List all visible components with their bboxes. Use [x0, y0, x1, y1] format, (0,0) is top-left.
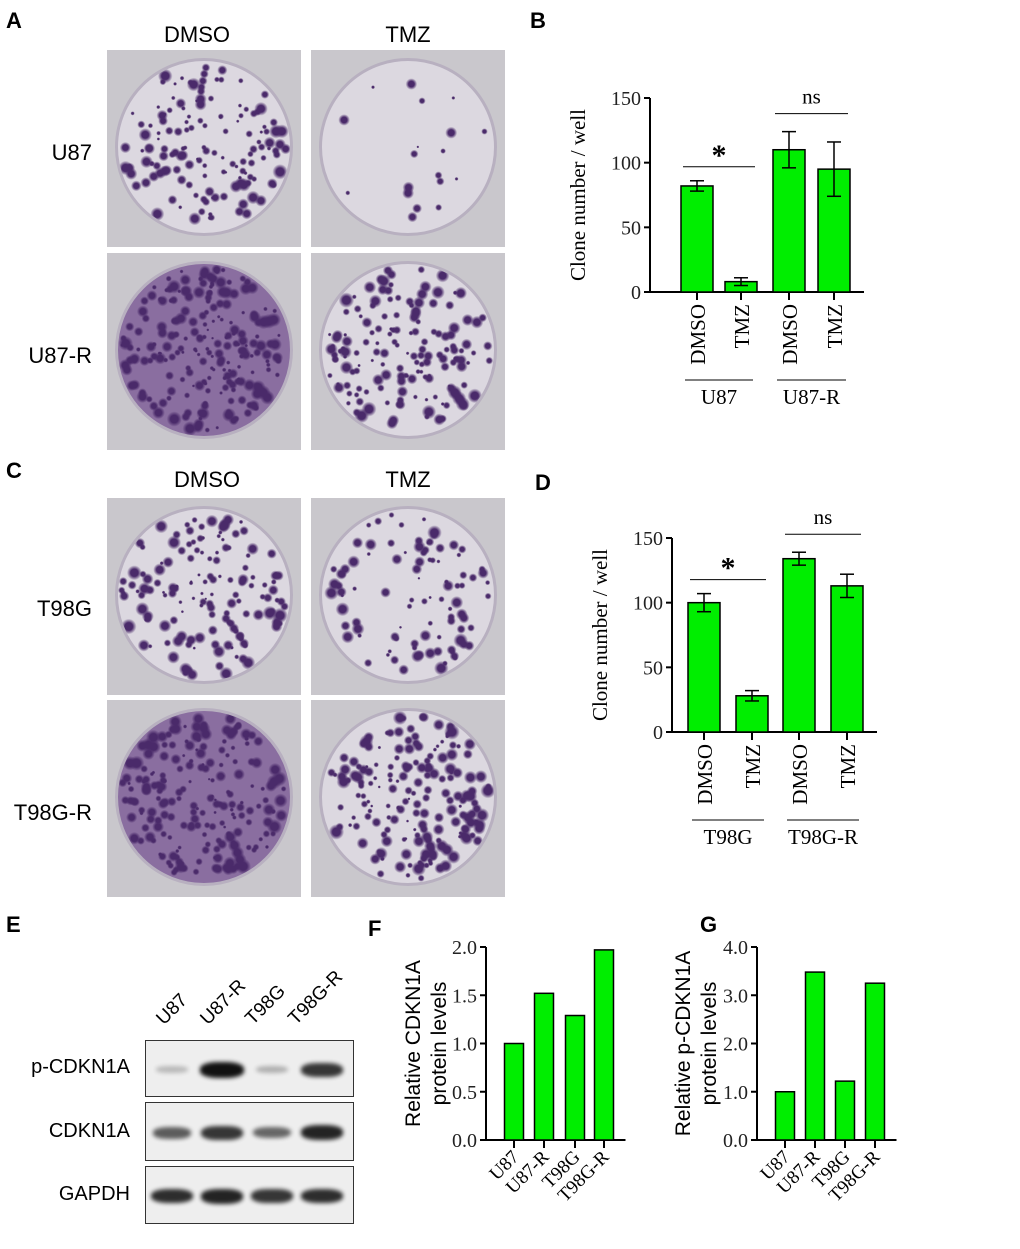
y-tick-label: 100: [611, 153, 641, 175]
y-tick-label: 0: [653, 722, 663, 744]
col-label-dmso: DMSO: [174, 467, 240, 492]
y-tick-label: 0: [631, 282, 641, 304]
panel-label-e: E: [6, 912, 21, 937]
colony-plate: [107, 700, 301, 897]
blot-row-label: CDKN1A: [48, 1120, 130, 1142]
col-label-dmso: DMSO: [164, 22, 230, 47]
y-tick-label: 4.0: [723, 937, 748, 959]
y-tick-label: 150: [611, 88, 641, 110]
bar: [503, 1042, 525, 1141]
significance-label: ns: [814, 505, 833, 529]
bar: [774, 1091, 796, 1141]
bar: [804, 971, 826, 1141]
bar: [772, 148, 806, 293]
colony-plate: [311, 498, 505, 695]
colony-plate: [107, 498, 301, 695]
bar: [782, 557, 816, 733]
y-tick-label: 2.0: [452, 937, 477, 959]
significance-label: ns: [802, 85, 821, 109]
colony-plate: [107, 253, 301, 450]
y-tick-label: 0.0: [723, 1130, 748, 1152]
y-axis-label: Relative CDKN1A: [402, 960, 425, 1127]
x-tick-label: DMSO: [686, 304, 710, 365]
row-label-t98g-r: T98G-R: [13, 800, 92, 825]
blot-strip: [145, 1102, 354, 1161]
y-tick-label: 1.5: [452, 985, 477, 1007]
y-tick-label: 150: [633, 528, 663, 550]
y-axis-label: Relative p-CDKN1A: [672, 951, 695, 1137]
x-tick-label: TMZ: [823, 304, 847, 348]
blot-row-label: GAPDH: [58, 1183, 130, 1205]
x-tick-label: TMZ: [741, 744, 765, 788]
blot-band: [253, 1126, 291, 1139]
bar: [864, 982, 886, 1141]
blot-band: [156, 1066, 188, 1073]
blot-band: [251, 1189, 293, 1203]
panel-label-c: C: [6, 458, 22, 483]
bar: [830, 585, 864, 733]
y-tick-label: 0.0: [452, 1130, 477, 1152]
row-label-u87-r: U87-R: [28, 343, 92, 368]
x-tick-label: DMSO: [788, 744, 812, 805]
significance-label: *: [721, 552, 736, 585]
y-tick-label: 1.0: [723, 1082, 748, 1104]
blot-row-label: p-CDKN1A: [31, 1056, 130, 1078]
blot-band: [200, 1061, 244, 1078]
colony-plate: [311, 50, 505, 247]
row-label-u87: U87: [51, 140, 92, 165]
y-tick-label: 50: [621, 217, 641, 239]
bar: [533, 992, 555, 1141]
y-tick-label: 50: [643, 657, 663, 679]
y-axis-label: Clone number / well: [566, 109, 590, 281]
y-axis-label: protein levels: [698, 982, 721, 1106]
y-tick-label: 0.5: [452, 1082, 477, 1104]
y-tick-label: 1.0: [452, 1034, 477, 1056]
y-axis-label: Clone number / well: [588, 549, 612, 721]
x-tick-label: TMZ: [730, 304, 754, 348]
bar: [735, 695, 769, 733]
y-tick-label: 2.0: [723, 1034, 748, 1056]
panel-label-g: G: [700, 912, 718, 937]
colony-plate: [107, 50, 301, 247]
blot-band: [301, 1188, 343, 1204]
panel-label-b: B: [530, 8, 546, 33]
y-axis-label: protein levels: [428, 982, 451, 1106]
bar: [680, 185, 714, 293]
bar: [834, 1080, 856, 1141]
blot-band: [201, 1125, 243, 1140]
x-tick-label: DMSO: [778, 304, 802, 365]
group-label: U87-R: [783, 385, 840, 409]
panel-label-a: A: [6, 8, 22, 33]
group-label: U87: [701, 385, 737, 409]
col-label-tmz: TMZ: [385, 22, 431, 47]
col-label-tmz: TMZ: [385, 467, 431, 492]
panel-label-f: F: [368, 916, 382, 941]
x-tick-label: DMSO: [693, 744, 717, 805]
blot-band: [255, 1065, 289, 1074]
blot-band: [152, 1126, 192, 1139]
blot-band: [301, 1062, 343, 1077]
bar: [593, 949, 615, 1141]
group-label: T98G: [704, 825, 753, 849]
colony-plate: [311, 700, 505, 897]
panel-label-d: D: [535, 470, 551, 495]
row-label-t98g: T98G: [36, 596, 92, 621]
significance-label: *: [712, 139, 727, 172]
bar: [687, 601, 721, 733]
colony-plate: [311, 253, 505, 450]
blot-band: [151, 1188, 193, 1204]
y-tick-label: 3.0: [723, 985, 748, 1007]
x-tick-label: TMZ: [836, 744, 860, 788]
blot-band: [300, 1125, 344, 1140]
y-tick-label: 100: [633, 593, 663, 615]
blot-strip: [145, 1166, 354, 1224]
blot-strip: [145, 1040, 354, 1097]
bar: [564, 1014, 586, 1141]
group-label: T98G-R: [788, 825, 858, 849]
blot-band: [200, 1188, 244, 1204]
